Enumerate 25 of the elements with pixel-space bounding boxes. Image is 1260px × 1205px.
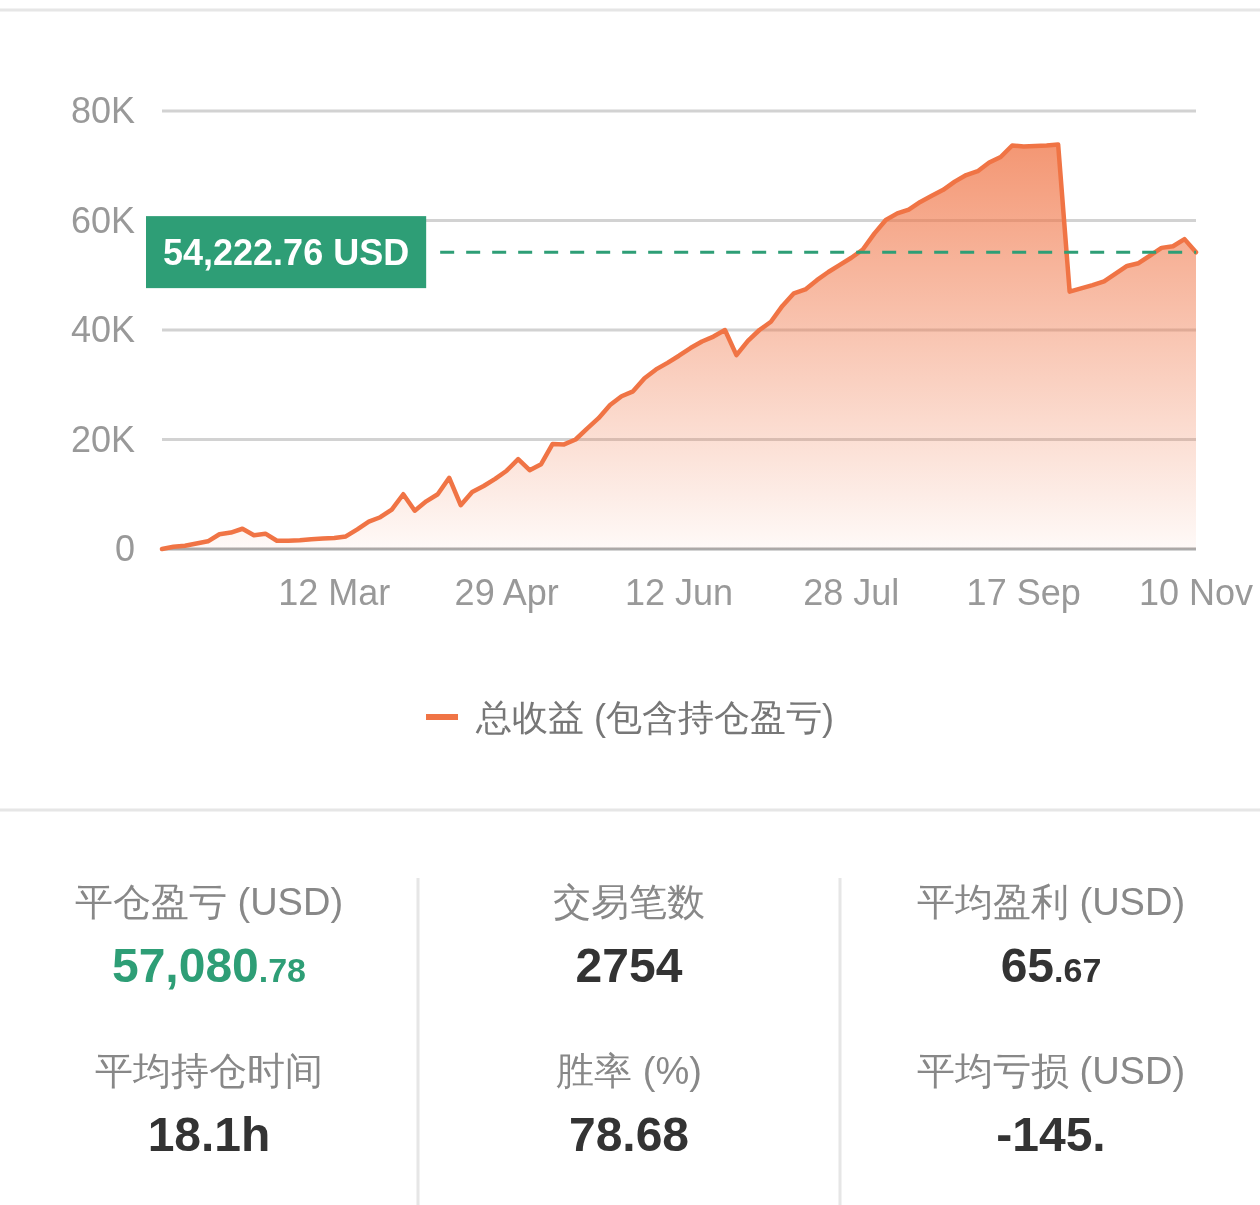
x-tick-label: 28 Jul xyxy=(803,572,900,613)
text: -145. xyxy=(996,1108,1106,1161)
text: 18.1h xyxy=(147,1108,271,1161)
x-tick-label: 29 Apr xyxy=(454,572,559,613)
x-tick-label: 12 Jun xyxy=(624,572,734,613)
text: 平均亏损 (USD) xyxy=(916,1050,1186,1092)
y-tick-label: 20K xyxy=(70,418,135,460)
text: 平仓盈亏 (USD) xyxy=(74,881,344,923)
text: 平均盈利 (USD) xyxy=(916,881,1186,923)
y-tick-label: 80K xyxy=(70,90,135,131)
text: 78.68 xyxy=(568,1108,690,1161)
legend-label: 总收益 (包含持仓盈亏) xyxy=(475,697,834,738)
y-tick-label: 40K xyxy=(70,309,135,350)
text: 65.67 xyxy=(1000,939,1102,992)
y-tick-label: 0 xyxy=(114,528,135,569)
text: 平均持仓时间 xyxy=(95,1050,323,1092)
text: 胜率 (%) xyxy=(556,1050,702,1092)
x-tick-label: 17 Sep xyxy=(966,572,1081,613)
text: 2754 xyxy=(575,939,683,992)
text: 交易笔数 xyxy=(553,881,705,923)
y-tick-label: 60K xyxy=(70,199,135,241)
ref-line-label: 54,222.76 USD xyxy=(163,232,410,274)
x-tick-label: 12 Mar xyxy=(278,572,391,613)
text: 57,080.78 xyxy=(111,939,307,992)
x-tick-label: 10 Nov xyxy=(1138,572,1254,613)
